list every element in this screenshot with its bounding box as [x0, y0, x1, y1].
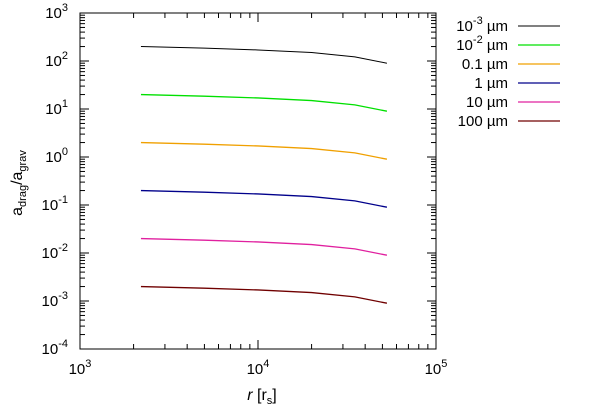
x-tick-label: 105: [425, 358, 448, 378]
legend-label-1: 10-3 µm: [456, 15, 508, 35]
series-line-6: [140, 285, 388, 304]
series-line-5: [140, 237, 388, 256]
legend-label-2: 10-2 µm: [456, 34, 508, 54]
y-tick-label: 101: [45, 98, 68, 118]
x-axis-label: r [rs]: [247, 387, 277, 407]
series-line-3: [140, 141, 388, 160]
y-tick-label: 10-1: [42, 194, 68, 214]
series-line-4: [140, 189, 388, 208]
legend-label-5: 10 µm: [466, 94, 508, 111]
y-tick-label: 10-2: [42, 242, 68, 262]
legend-label-4: 1 µm: [474, 75, 508, 92]
series-line-2: [140, 93, 388, 112]
y-tick-label: 10-4: [42, 338, 68, 358]
y-tick-label: 10-3: [42, 290, 68, 310]
y-tick-label: 102: [45, 50, 68, 70]
plot-frame: [79, 12, 437, 350]
series-layer: [140, 46, 388, 304]
y-axis-label: adrag/agrav: [9, 150, 29, 216]
legend-label-3: 0.1 µm: [462, 56, 508, 73]
series-line-1: [140, 46, 388, 64]
y-tick-label: 100: [45, 146, 68, 166]
x-tick-label: 104: [247, 358, 270, 378]
y-tick-label: 103: [45, 2, 68, 22]
legend-label-6: 100 µm: [458, 113, 508, 130]
x-tick-label: 103: [69, 358, 92, 378]
ticks-layer: 103 104 105 10-4 10-3 10-2 10-1 100 101 102 103: [42, 2, 448, 378]
